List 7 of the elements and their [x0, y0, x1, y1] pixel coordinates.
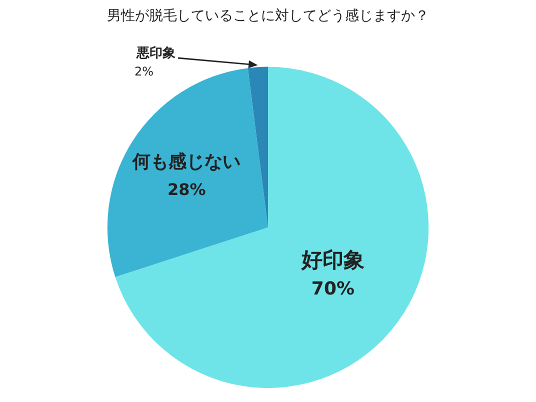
slice-label: 何も感じない — [132, 151, 241, 172]
chart-title: 男性が脱毛していることに対してどう感じますか？ — [107, 8, 429, 24]
data-label: 70% — [311, 278, 355, 300]
data-label: 2% — [134, 64, 154, 79]
slice-label: 悪印象 — [136, 44, 176, 61]
data-label: 28% — [167, 180, 206, 199]
slice-label: 好印象 — [300, 248, 364, 272]
